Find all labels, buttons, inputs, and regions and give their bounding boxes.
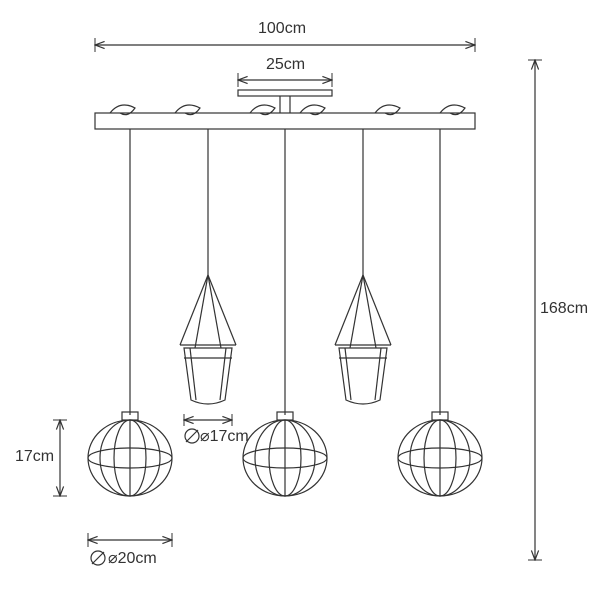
label-mount-width: 25cm xyxy=(266,56,305,74)
label-total-height: 168cm xyxy=(540,300,588,318)
label-pot-diameter: ⌀17cm xyxy=(200,426,249,446)
label-globe-height: 17cm xyxy=(15,448,54,466)
label-globe-diameter: ⌀20cm xyxy=(108,548,157,568)
dimension-drawing: 100cm 25cm 168cm 17cm ⌀20cm ⌀17cm xyxy=(0,0,595,600)
label-total-width: 100cm xyxy=(258,20,306,38)
drawing-svg xyxy=(0,0,595,600)
